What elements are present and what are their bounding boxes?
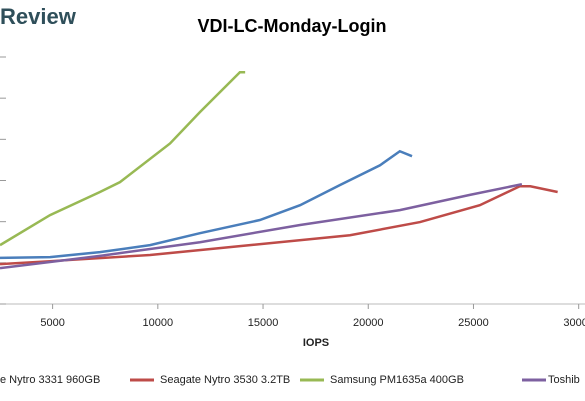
legend-label: Samsung PM1635a 400GB bbox=[330, 374, 464, 386]
legend-label: Toshib bbox=[548, 374, 580, 386]
x-tick-label: 15000 bbox=[248, 317, 279, 329]
chart-title: VDI-LC-Monday-Login bbox=[198, 16, 387, 36]
series-line bbox=[0, 185, 558, 266]
x-tick-label: 20000 bbox=[353, 317, 384, 329]
brand: Review bbox=[0, 4, 77, 29]
x-tick-label: 10000 bbox=[143, 317, 174, 329]
x-tick-label: 30000 bbox=[563, 317, 585, 329]
series-line bbox=[0, 182, 523, 270]
x-axis-label: IOPS bbox=[303, 337, 329, 349]
series-line bbox=[0, 149, 413, 260]
x-tick-label: 25000 bbox=[458, 317, 489, 329]
x-tick-label: 5000 bbox=[40, 317, 64, 329]
legend-label: Seagate Nytro 3530 3.2TB bbox=[160, 374, 290, 386]
series-line bbox=[0, 70, 246, 247]
legend-label: e Nytro 3331 960GB bbox=[0, 374, 100, 386]
